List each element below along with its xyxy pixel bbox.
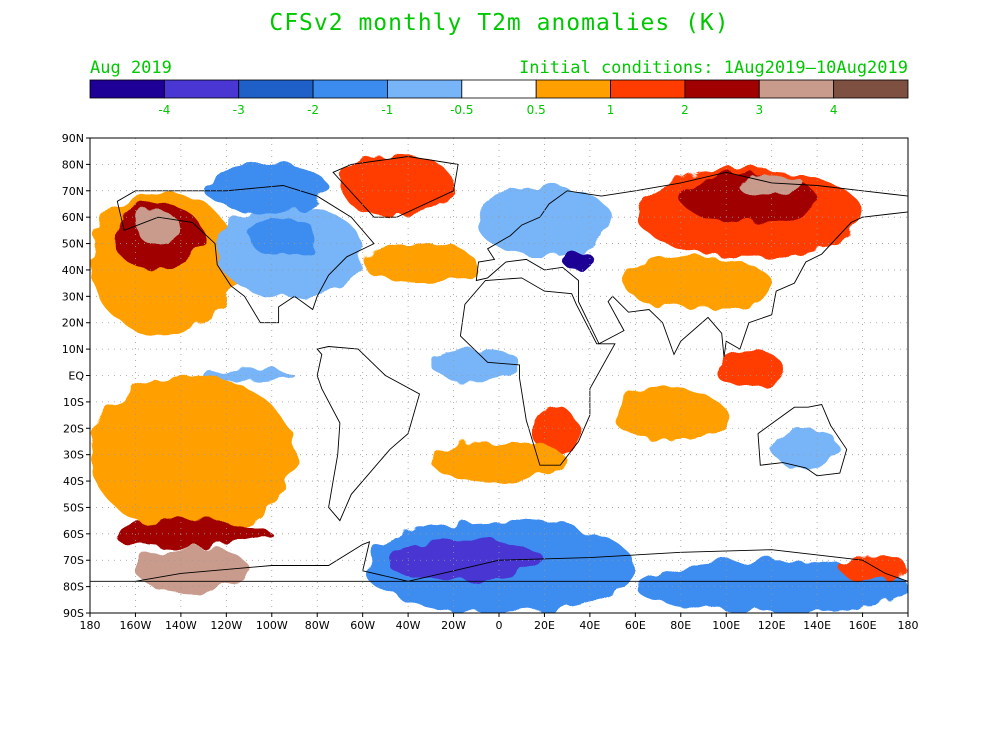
lat-tick-label: 20N [62,317,84,330]
anomaly-region-southern-africa-warm [533,407,579,455]
lon-tick-label: 100W [256,619,288,632]
lat-tick-label: 70S [63,554,84,567]
coastline [459,277,616,466]
lon-tick-label: 0 [496,619,503,632]
anomaly-region-east-antarctic-cool [635,560,908,613]
anomaly-region-ross-sea-warm [839,554,908,582]
anomaly-region-siberia-core [737,174,806,197]
lat-tick-label: EQ [68,370,84,383]
lat-tick-label: 80S [63,581,84,594]
lon-tick-label: 60E [625,619,646,632]
anomaly-region-canada-arctic-cool [203,164,329,212]
lon-tick-label: 180 [898,619,919,632]
colorbar-label: -1 [381,103,393,117]
lat-tick-label: 80N [62,158,84,171]
lat-tick-label: 90S [63,607,84,620]
anomaly-region-amundsen-hot [135,547,250,592]
lon-tick-label: 140E [803,619,831,632]
anomaly-region-tropical-pacific-cool [203,370,295,381]
colorbar-label: 4 [830,103,838,117]
anomaly-region-indian-ocean-warm [612,388,727,442]
lon-tick-label: 80E [670,619,691,632]
anomaly-region-tropical-atlantic-cool [430,349,522,381]
colorbar-label: -4 [158,103,170,117]
lat-tick-label: 40S [63,475,84,488]
colorbar: -4 -3 -2 -1 -0.5 0.5 1 2 3 4 [89,79,909,117]
colorbar-label: -2 [307,103,319,117]
colorbar-label: 0.5 [527,103,546,117]
anomaly-region-central-asia-warm [623,256,772,310]
lat-tick-label: 30S [63,449,84,462]
lat-tick-label: 50S [63,501,84,514]
map-title: CFSv2 monthly T2m anomalies (K) [269,10,730,36]
valid-month-label: Aug 2019 [90,58,172,78]
coastline [90,541,908,582]
anomaly-region-australia-cool [771,428,840,468]
anomaly-region-greenland-warm [339,153,454,218]
lon-tick-label: 20W [441,619,466,632]
coastline [316,346,421,522]
anomaly-region-north-atlantic-warm [362,243,477,284]
lon-tick-label: 140W [165,619,197,632]
colorbar-swatch [833,79,909,99]
anomaly-region-weddell-cold [385,539,545,582]
colorbar-label: -3 [233,103,245,117]
colorbar-label: 3 [755,103,763,117]
lat-tick-label: 90N [62,132,84,145]
coastline [332,156,459,218]
lon-tick-label: 40W [396,619,421,632]
lat-tick-label: 30N [62,290,84,303]
anomaly-region-europe-cool [476,185,613,257]
lon-tick-label: 160W [120,619,152,632]
lon-tick-label: 100E [712,619,740,632]
lat-tick-label: 60N [62,211,84,224]
coastline [757,403,848,477]
lat-tick-label: 50N [62,238,84,251]
lon-tick-label: 60W [350,619,375,632]
anomaly-region-alaska-very-warm [135,211,181,244]
anomaly-region-hudson-cool [249,217,318,257]
anomaly-region-black-sea-cold [562,251,595,270]
coastline [475,171,908,358]
initial-conditions-label: Initial conditions: 1Aug2019–10Aug2019 [519,58,908,78]
coastline [116,185,375,324]
colorbar-label: -0.5 [450,103,473,117]
lat-tick-label: 40N [62,264,84,277]
lat-tick-label: 10N [62,343,84,356]
anomaly-region-indonesia-warm [714,349,784,389]
lat-tick-label: 20S [63,422,84,435]
lon-tick-label: 20E [534,619,555,632]
lon-tick-label: 80W [305,619,330,632]
lat-tick-label: 10S [63,396,84,409]
lon-tick-label: 160E [849,619,877,632]
colorbar-label: 2 [681,103,689,117]
lon-tick-label: 120E [758,619,786,632]
lon-tick-label: 120W [210,619,242,632]
lat-tick-label: 60S [63,528,84,541]
lon-tick-label: 40E [579,619,600,632]
anomaly-region-south-atlantic-warm [430,441,568,482]
lat-tick-label: 70N [62,185,84,198]
lon-tick-label: 180 [80,619,101,632]
colorbar-label: 1 [607,103,615,117]
